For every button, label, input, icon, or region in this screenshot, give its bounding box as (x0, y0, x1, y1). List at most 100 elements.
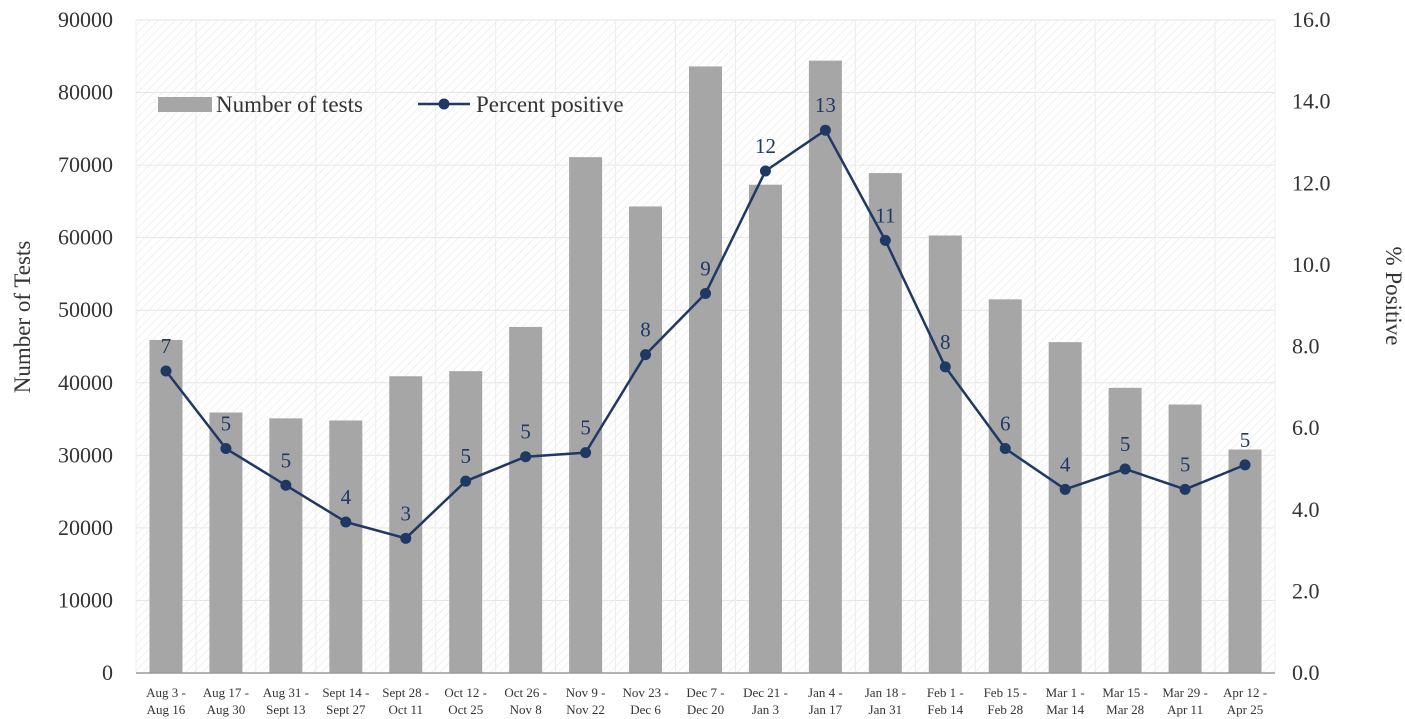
x-tick-label: Nov 23 -Dec 6 (622, 685, 668, 717)
point-percent-positive (640, 349, 652, 361)
bar-number-of-tests (868, 173, 902, 673)
point-percent-positive (819, 124, 831, 136)
point-percent-positive (759, 165, 771, 177)
data-label-percent-positive: 4 (1060, 452, 1071, 476)
y2-tick-label: 10.0 (1292, 252, 1331, 277)
data-label-percent-positive: 12 (755, 134, 776, 158)
bar-number-of-tests (509, 326, 543, 673)
x-tick-label: Dec 7 -Dec 20 (686, 685, 724, 717)
data-label-percent-positive: 5 (1180, 452, 1191, 476)
legend-marker-positive (438, 98, 450, 110)
data-label-percent-positive: 5 (281, 448, 292, 472)
point-percent-positive (1179, 483, 1191, 495)
y2-tick-label: 2.0 (1292, 578, 1320, 603)
x-tick-label: Dec 21 -Jan 3 (743, 685, 788, 717)
x-tick-label: Mar 15 -Mar 28 (1102, 685, 1148, 717)
y2-tick-label: 0.0 (1292, 660, 1320, 685)
y2-tick-label: 12.0 (1292, 170, 1331, 195)
x-tick-label: Feb 15 -Feb 28 (984, 685, 1027, 717)
bar-number-of-tests (629, 206, 663, 673)
y-tick-label: 10000 (58, 587, 113, 612)
point-percent-positive (160, 365, 172, 377)
y-tick-label: 40000 (58, 370, 113, 395)
bar-number-of-tests (1228, 449, 1262, 673)
x-tick-label: Apr 12 -Apr 25 (1223, 685, 1267, 717)
y-tick-label: 80000 (58, 80, 113, 105)
x-tick-label: Sept 14 -Sept 27 (322, 685, 369, 717)
bar-number-of-tests (389, 376, 423, 673)
bar-number-of-tests (449, 371, 483, 673)
x-tick-label: Aug 3 -Aug 16 (146, 685, 186, 717)
y-tick-label: 70000 (58, 152, 113, 177)
data-label-percent-positive: 7 (161, 334, 172, 358)
point-percent-positive (400, 532, 412, 544)
legend-label-tests: Number of tests (216, 92, 363, 117)
point-percent-positive (580, 447, 592, 459)
x-tick-label: Oct 12 -Oct 25 (444, 685, 487, 717)
x-tick-label: Sept 28 -Oct 11 (382, 685, 429, 717)
x-tick-label: Jan 18 -Jan 31 (865, 685, 906, 717)
data-label-percent-positive: 8 (940, 330, 951, 354)
point-percent-positive (939, 361, 951, 373)
x-tick-label: Jan 4 -Jan 17 (808, 685, 843, 717)
y2-tick-label: 14.0 (1292, 89, 1331, 114)
legend: Number of tests Percent positive (158, 92, 624, 117)
point-percent-positive (999, 443, 1011, 455)
bar-number-of-tests (1108, 387, 1142, 673)
point-percent-positive (280, 479, 292, 491)
bar-number-of-tests (269, 418, 303, 673)
bar-number-of-tests (928, 235, 962, 674)
bar-number-of-tests (988, 299, 1022, 673)
x-tick-label: Aug 31 -Sept 13 (263, 685, 309, 717)
bar-number-of-tests (1168, 404, 1202, 673)
point-percent-positive (700, 287, 711, 299)
data-label-percent-positive: 5 (580, 416, 591, 440)
x-tick-label: Feb 1 -Feb 14 (927, 685, 964, 717)
data-label-percent-positive: 5 (1240, 428, 1251, 452)
bar-number-of-tests (808, 60, 842, 674)
bar-number-of-tests (1048, 342, 1082, 673)
data-label-percent-positive: 5 (221, 412, 232, 436)
x-tick-label: Oct 26 -Nov 8 (504, 685, 547, 717)
x-tick-label: Mar 1 -Mar 14 (1046, 685, 1085, 717)
y2-tick-label: 16.0 (1292, 7, 1331, 32)
x-tick-label: Mar 29 -Apr 11 (1162, 685, 1208, 717)
bar-number-of-tests (569, 157, 603, 673)
y-tick-label: 60000 (58, 225, 113, 250)
bar-number-of-tests (329, 420, 363, 673)
bar-number-of-tests (748, 184, 782, 673)
point-percent-positive (1239, 459, 1251, 471)
y-tick-label: 20000 (58, 515, 113, 540)
y2-tick-label: 8.0 (1292, 334, 1320, 359)
point-percent-positive (1059, 483, 1071, 495)
y-tick-label: 0 (102, 660, 113, 685)
legend-swatch-tests (158, 97, 212, 112)
data-label-percent-positive: 6 (1000, 412, 1011, 436)
y-tick-label: 50000 (58, 297, 113, 322)
x-tick-label: Nov 9 -Nov 22 (566, 685, 606, 717)
y-tick-label: 90000 (58, 7, 113, 32)
data-label-percent-positive: 8 (640, 318, 651, 342)
data-label-percent-positive: 4 (341, 485, 352, 509)
y-tick-label: 30000 (58, 442, 113, 467)
data-label-percent-positive: 5 (520, 420, 531, 444)
data-label-percent-positive: 9 (700, 256, 711, 280)
legend-label-positive: Percent positive (476, 92, 624, 117)
y2-tick-label: 4.0 (1292, 497, 1320, 522)
data-label-percent-positive: 13 (815, 93, 836, 117)
bar-number-of-tests (149, 339, 183, 673)
point-percent-positive (520, 451, 532, 463)
data-label-percent-positive: 5 (460, 444, 471, 468)
point-percent-positive (460, 475, 472, 487)
point-percent-positive (340, 516, 352, 528)
point-percent-positive (1119, 463, 1131, 475)
y2-axis-title: % Positive (1381, 246, 1405, 345)
data-label-percent-positive: 5 (1120, 432, 1131, 456)
y-axis-title: Number of Tests (10, 241, 35, 394)
bar-number-of-tests (689, 66, 722, 674)
point-percent-positive (879, 234, 891, 246)
data-label-percent-positive: 11 (875, 203, 895, 227)
point-percent-positive (220, 443, 232, 455)
y2-tick-label: 6.0 (1292, 415, 1320, 440)
